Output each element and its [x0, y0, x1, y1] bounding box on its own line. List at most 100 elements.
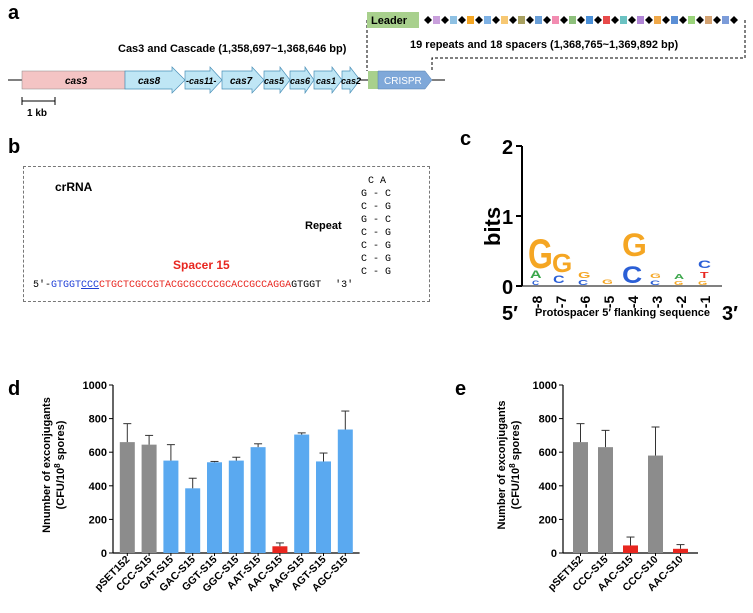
bar — [185, 488, 201, 553]
logo-ytick-2: 2 — [502, 137, 513, 159]
bar — [294, 434, 310, 553]
gene-cas11-label: -cas11- — [186, 76, 216, 86]
y-tick-label: 600 — [539, 447, 557, 459]
repeat-diamond — [560, 16, 568, 24]
repeat-diamond — [509, 16, 517, 24]
spacer-square — [467, 16, 474, 24]
leader-label: Leader — [371, 15, 408, 27]
gene-cas1-label: cas1 — [316, 76, 336, 86]
spacer-square — [671, 16, 678, 24]
svg-text:C A: C A — [368, 176, 386, 187]
logo-position-label: -8 — [529, 296, 545, 309]
repeat-diamond — [526, 16, 534, 24]
spacer-square — [518, 16, 525, 24]
bar — [272, 546, 288, 553]
y-tick-label: 400 — [539, 481, 557, 493]
panel-d-bar-chart: Nnumber of exconjugants (CFU/108 spores) 0… — [41, 380, 360, 595]
y-axis-label-unit: (CFU/108 spores) — [53, 420, 68, 509]
leader-block — [368, 71, 378, 89]
repeat-diamond — [543, 16, 551, 24]
repeat-diamond — [594, 16, 602, 24]
svg-text:G - C: G - C — [361, 215, 391, 226]
repeat-diamond — [441, 16, 449, 24]
logo-ytick-1: 1 — [502, 207, 513, 229]
gene-cas8-label: cas8 — [138, 76, 161, 87]
repeat-diamond — [730, 16, 738, 24]
logo-position-label: -2 — [673, 296, 689, 309]
svg-text:G: G — [698, 280, 707, 286]
spacer-square — [552, 16, 559, 24]
spacer-square — [722, 16, 729, 24]
logo-ylabel: bits — [480, 207, 505, 246]
crispr-block — [377, 70, 433, 90]
bar — [648, 455, 663, 553]
spacer-square — [620, 16, 627, 24]
svg-text:C: C — [553, 272, 565, 285]
scale-label: 1 kb — [27, 108, 47, 119]
repeat-diamond — [475, 16, 483, 24]
bar — [573, 442, 588, 553]
bar — [316, 461, 331, 553]
svg-text:C - G: C - G — [361, 228, 391, 239]
bar — [673, 548, 688, 553]
logo-ytick-0: 0 — [502, 277, 513, 299]
logo-position-label: -6 — [577, 296, 593, 309]
svg-text:G: G — [552, 248, 572, 278]
gene-cas5 — [263, 65, 291, 95]
panel-a-letter: a — [8, 2, 20, 24]
crispr-label: CRISPR — [384, 76, 422, 87]
gene-cas2-label: cas2 — [341, 76, 361, 86]
repeat-diamond — [577, 16, 585, 24]
spacer-square — [586, 16, 593, 24]
y-tick-label: 600 — [89, 447, 107, 459]
svg-text:T: T — [700, 271, 709, 280]
y-tick-label: 0 — [551, 548, 557, 560]
repeat-diamond — [611, 16, 619, 24]
svg-text:C - G: C - G — [361, 267, 391, 278]
logo-position-labels: -8 -7 -6 -5 -4 -3 -2 -1 — [529, 296, 713, 309]
spacer-label: Spacer 15 — [173, 258, 230, 272]
panel-e-bar-chart: Number of exconjugants (CFU/108 spores) 0 2… — [496, 380, 698, 594]
svg-text:G: G — [602, 279, 613, 286]
leader-bar — [367, 12, 419, 28]
svg-text:A: A — [530, 267, 542, 280]
svg-text:C: C — [650, 280, 660, 287]
spacer-square — [688, 16, 695, 24]
svg-text:G: G — [622, 227, 647, 263]
gene-cas6-label: cas6 — [290, 76, 311, 86]
svg-text:C - G: C - G — [361, 241, 391, 252]
panel-e-letter: e — [455, 378, 467, 400]
gene-cas6 — [289, 65, 315, 95]
logo-position-label: -3 — [649, 296, 665, 309]
bar — [623, 545, 638, 553]
y-tick-label: 0 — [101, 548, 107, 560]
svg-text:G: G — [578, 271, 591, 280]
svg-text:C: C — [578, 279, 588, 287]
y-axis-label: Nnumber of exconjugants — [41, 397, 53, 533]
svg-text:C: C — [698, 259, 711, 271]
repeat-diamond — [458, 16, 466, 24]
y-axis-label-unit: (CFU/108 spores) — [508, 420, 523, 509]
panel-b-box — [23, 166, 430, 302]
crrna-sequence: 5'-GTGGTCCCCTGCTCGCCGTACGCGCCCCGCACCGCCA… — [33, 279, 353, 291]
bar — [598, 447, 613, 553]
crispr-title: 19 repeats and 18 spacers (1,368,765~1,3… — [410, 39, 678, 51]
bar — [119, 442, 135, 553]
logo-position-label: -5 — [601, 296, 617, 309]
spacer-square — [450, 16, 457, 24]
svg-text:A: A — [674, 273, 684, 281]
y-tick-label: 400 — [89, 481, 107, 493]
gene-cas1 — [313, 65, 343, 95]
y-tick-label: 1000 — [83, 380, 107, 392]
y-tick-label: 200 — [539, 514, 557, 526]
gene-cas5-label: cas5 — [264, 76, 285, 86]
panel-d-letter: d — [8, 378, 21, 400]
repeat-diamond — [662, 16, 670, 24]
svg-text:G: G — [650, 273, 661, 280]
repeat-diamond — [679, 16, 687, 24]
spacer-square — [484, 16, 491, 24]
panel-c-sequence-logo: bits 2 1 0 G A C G C G C G G C G C A G C… — [480, 137, 738, 325]
logo-position-label: -7 — [553, 296, 569, 309]
bar — [228, 460, 244, 553]
logo-xlabel: Protospacer 5′ flanking sequence — [535, 307, 710, 319]
